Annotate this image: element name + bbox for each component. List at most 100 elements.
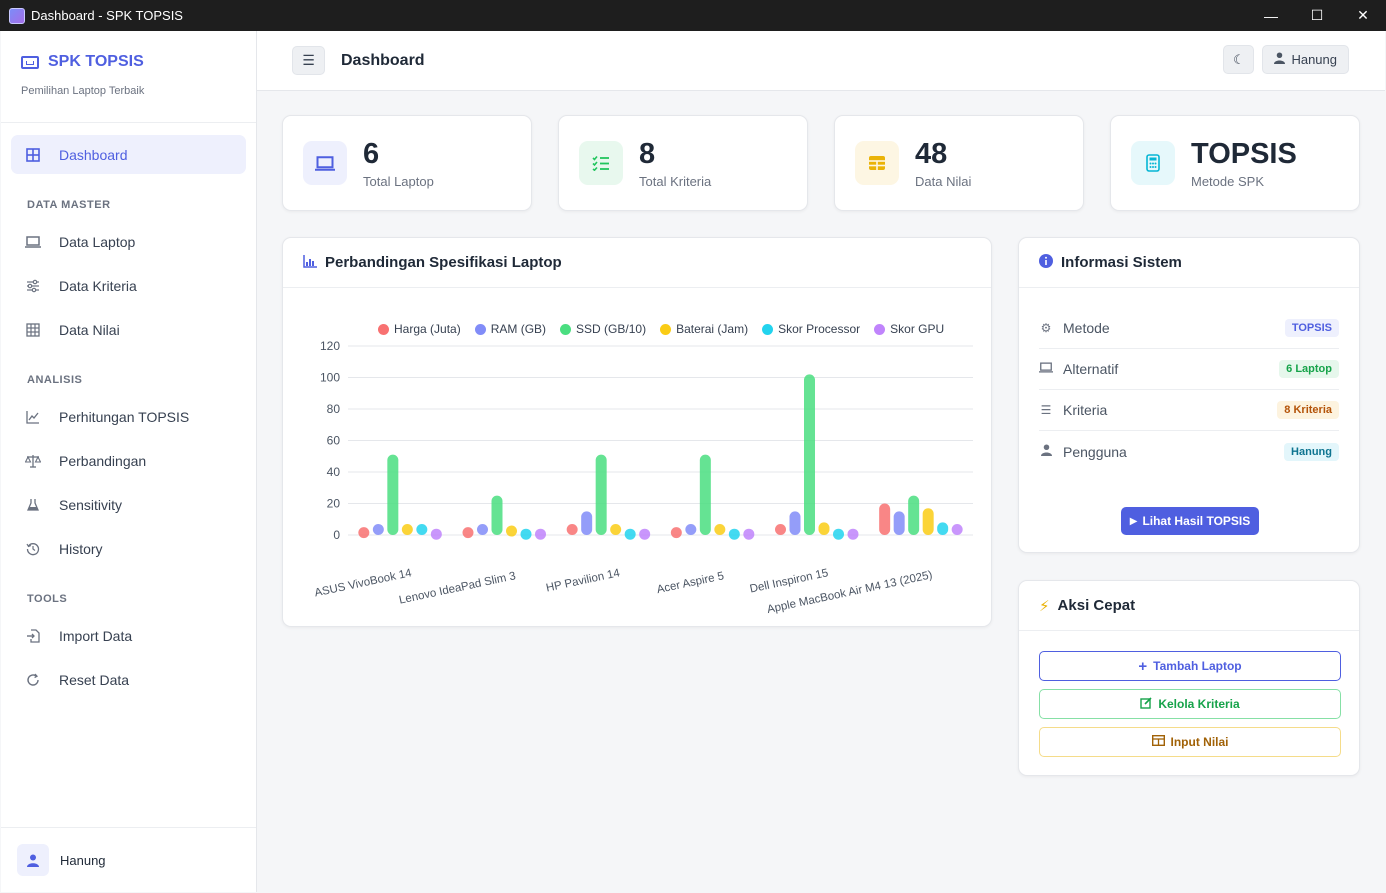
bar[interactable] — [639, 528, 651, 540]
sidebar-item-label: Perhitungan TOPSIS — [59, 408, 190, 425]
bar[interactable] — [610, 523, 622, 535]
stat-card-nilai: 48 Data Nilai — [834, 115, 1084, 211]
button-label: Kelola Kriteria — [1158, 697, 1240, 711]
sidebar-item-data-laptop[interactable]: Data Laptop — [11, 222, 246, 261]
bar[interactable] — [566, 523, 578, 535]
section-analisis: ANALISIS — [27, 374, 83, 386]
bar[interactable] — [775, 523, 786, 535]
sidebar-item-history[interactable]: History — [11, 529, 246, 568]
stat-card-metode: TOPSIS Metode SPK — [1110, 115, 1360, 211]
bar[interactable] — [951, 523, 963, 535]
sidebar-item-data-kriteria[interactable]: Data Kriteria — [11, 266, 246, 305]
y-tick-label: 40 — [327, 465, 341, 479]
sidebar-user[interactable]: Hanung — [1, 827, 256, 892]
bar[interactable] — [685, 523, 697, 535]
bar[interactable] — [937, 522, 949, 535]
bar[interactable] — [387, 454, 399, 535]
sidebar-item-reset[interactable]: Reset Data — [11, 660, 246, 699]
quick-actions-title: Aksi Cepat — [1057, 597, 1136, 614]
bar[interactable] — [372, 523, 384, 535]
legend-item[interactable]: Skor Processor — [762, 322, 860, 336]
line-chart-icon — [25, 409, 41, 425]
legend-item[interactable]: RAM (GB) — [474, 322, 546, 336]
list-icon: ☰ — [1040, 403, 1052, 417]
bar[interactable] — [879, 503, 891, 536]
grid-icon — [25, 147, 41, 163]
user-menu-button[interactable]: Hanung — [1262, 45, 1349, 74]
moon-icon: ☾ — [1233, 51, 1245, 67]
legend-swatch — [474, 323, 486, 335]
header-username: Hanung — [1291, 52, 1337, 67]
window-titlebar: Dashboard - SPK TOPSIS — ☐ ✕ — [0, 0, 1386, 31]
bar[interactable] — [595, 454, 607, 535]
bar[interactable] — [789, 511, 801, 535]
bar[interactable] — [520, 528, 532, 540]
legend-item[interactable]: Harga (Juta) — [378, 322, 461, 336]
info-card-header: Informasi Sistem — [1019, 238, 1359, 288]
close-icon[interactable]: ✕ — [1357, 7, 1369, 23]
info-label: Alternatif — [1063, 361, 1119, 377]
legend-item[interactable]: Baterai (Jam) — [660, 322, 748, 336]
bar[interactable] — [477, 523, 488, 535]
legend-item[interactable]: SSD (GB/10) — [560, 322, 646, 336]
sidebar-item-data-nilai[interactable]: Data Nilai — [11, 310, 246, 349]
info-label: Pengguna — [1063, 443, 1127, 460]
bar[interactable] — [401, 523, 413, 535]
bar[interactable] — [491, 495, 503, 535]
bar[interactable] — [922, 508, 934, 535]
legend-swatch — [762, 323, 774, 335]
brand: SPK TOPSIS Pemilihan Laptop Terbaik — [1, 31, 256, 123]
input-value-button[interactable]: Input Nilai — [1039, 727, 1341, 757]
brand-title[interactable]: SPK TOPSIS — [21, 53, 236, 71]
info-card: Informasi Sistem ⚙ Metode TOPSIS Alternat… — [1018, 237, 1360, 553]
bar[interactable] — [818, 522, 830, 535]
bar[interactable] — [833, 528, 844, 540]
bar[interactable] — [908, 495, 920, 535]
bar[interactable] — [670, 527, 682, 539]
y-tick-label: 100 — [320, 371, 340, 385]
bar[interactable] — [430, 528, 442, 540]
sidebar-item-perhitungan[interactable]: Perhitungan TOPSIS — [11, 397, 246, 436]
bar[interactable] — [893, 511, 905, 535]
chart-legend: Harga (Juta) RAM (GB) SSD (GB/10) Baterai (… — [378, 322, 958, 336]
bar[interactable] — [506, 525, 517, 537]
sidebar-item-label: Data Kriteria — [59, 277, 137, 294]
menu-toggle-button[interactable]: ☰ — [292, 46, 325, 75]
list-check-icon — [579, 141, 623, 185]
laptop-icon — [303, 141, 347, 185]
bar[interactable] — [535, 528, 546, 540]
sidebar-item-label: History — [59, 540, 103, 557]
bar[interactable] — [743, 528, 755, 540]
bar[interactable] — [624, 528, 636, 540]
table-icon — [25, 322, 41, 338]
gear-icon: ⚙ — [1040, 321, 1052, 335]
bar[interactable] — [416, 523, 428, 535]
theme-toggle-button[interactable]: ☾ — [1223, 45, 1255, 74]
legend-label: Baterai (Jam) — [676, 322, 749, 336]
view-topsis-result-button[interactable]: ▶ Lihat Hasil TOPSIS — [1121, 507, 1259, 535]
sidebar-item-perbandingan[interactable]: Perbandingan — [11, 441, 246, 480]
bar[interactable] — [358, 527, 370, 539]
bar[interactable] — [699, 454, 711, 535]
section-tools: TOOLS — [27, 593, 68, 605]
bar[interactable] — [728, 528, 740, 540]
add-laptop-button[interactable]: + Tambah Laptop — [1039, 651, 1341, 681]
quick-actions-header: ⚡ Aksi Cepat — [1019, 581, 1359, 631]
sidebar-item-import[interactable]: Import Data — [11, 616, 246, 655]
legend-swatch — [378, 323, 389, 335]
bar[interactable] — [847, 528, 859, 540]
sidebar-username: Hanung — [60, 852, 106, 868]
y-tick-label: 20 — [327, 497, 341, 511]
legend-item[interactable]: Skor GPU — [874, 322, 944, 336]
bar[interactable] — [714, 523, 726, 535]
stat-value: TOPSIS — [1191, 137, 1297, 170]
bar[interactable] — [581, 511, 593, 535]
manage-criteria-button[interactable]: Kelola Kriteria — [1039, 689, 1341, 719]
maximize-icon[interactable]: ☐ — [1310, 7, 1324, 23]
legend-label: Harga (Juta) — [394, 322, 461, 336]
minimize-icon[interactable]: — — [1264, 7, 1278, 24]
sidebar-item-dashboard[interactable]: Dashboard — [11, 135, 246, 174]
bar[interactable] — [804, 374, 815, 535]
sidebar-item-sensitivity[interactable]: Sensitivity — [11, 485, 246, 524]
bar[interactable] — [462, 527, 474, 539]
